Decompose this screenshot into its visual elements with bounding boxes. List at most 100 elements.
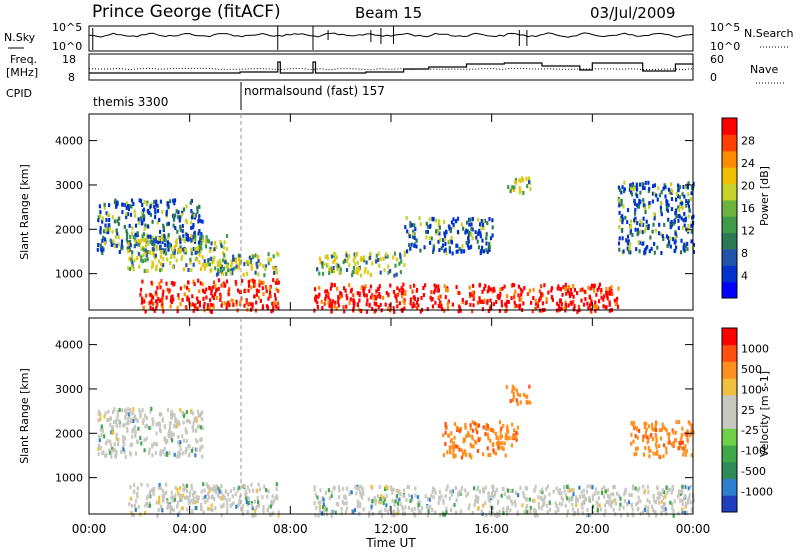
colorbar-swatch [722,118,737,135]
echo-cell [133,424,137,429]
echo-cell [345,259,349,264]
echo-cell [510,488,513,493]
echo-cell [658,428,661,433]
echo-cell [437,228,440,233]
echo-cell [652,222,655,227]
echo-cell [627,500,631,505]
echo-cell [103,202,106,207]
echo-cell [211,487,214,492]
echo-cell [469,426,472,431]
echo-cell [177,512,180,517]
echo-cell [194,234,197,239]
echo-cell [514,503,517,508]
echo-cell [661,488,664,493]
echo-cell [126,246,129,251]
echo-cell [528,176,531,181]
echo-cell [380,500,383,505]
echo-cell [272,305,275,310]
echo-cell [472,294,475,299]
echo-cell [656,451,659,456]
echo-cell [128,256,131,261]
echo-cell [174,485,177,490]
echo-cell [469,442,472,447]
echo-cell [471,309,474,314]
echo-cell [691,215,694,220]
echo-cell [142,217,146,222]
echo-cell [506,299,509,304]
echo-cell [373,496,376,501]
echo-cell [515,180,518,185]
echo-cell [417,506,420,511]
echo-cell [164,425,167,430]
echo-cell [220,490,223,495]
echo-cell [204,263,207,268]
echo-cell [113,244,116,249]
echo-cell [147,301,151,306]
echo-cell [187,496,190,501]
echo-cell [148,249,151,254]
echo-cell [200,246,203,251]
echo-cell [488,242,491,247]
echo-cell [99,210,102,215]
echo-cell [611,291,614,296]
echo-cell [673,240,676,245]
echo-cell [345,304,348,309]
echo-cell [459,491,462,496]
echo-cell [155,442,158,447]
echo-cell [472,303,475,308]
echo-cell [591,494,594,498]
echo-cell [265,488,268,493]
echo-cell [221,283,224,288]
echo-cell [198,240,201,245]
echo-cell [415,244,418,249]
echo-cell [358,291,361,296]
echo-cell [237,485,240,490]
echo-cell [232,257,235,262]
echo-cell [660,209,663,214]
echo-cell [620,215,623,220]
echo-cell [591,485,594,490]
echo-cell [519,303,522,308]
echo-cell [478,436,482,441]
echo-cell [511,488,514,493]
echo-cell [182,414,185,419]
echo-cell [134,232,137,237]
echo-cell [500,299,503,304]
echo-cell [565,291,568,296]
echo-cell [575,495,578,500]
echo-cell [576,309,579,314]
echo-cell [358,489,361,494]
echo-cell [353,302,356,307]
echo-cell [110,449,113,454]
echo-cell [146,257,149,262]
echo-cell [275,482,278,487]
echo-cell [680,238,683,243]
echo-cell [145,293,148,298]
echo-cell [269,294,272,299]
echo-cell [195,250,198,255]
echo-cell [396,286,399,291]
echo-cell [443,512,446,517]
echo-cell [241,484,244,489]
echo-cell [400,259,403,264]
echo-cell [141,203,144,207]
echo-cell [230,260,233,265]
echo-cell [687,192,690,197]
echo-cell [608,308,611,313]
echo-cell [430,236,433,241]
echo-cell [645,427,648,432]
echo-cell [338,488,341,493]
echo-cell [648,513,651,518]
echo-cell [631,422,634,427]
echo-cell [247,279,250,284]
echo-cell [190,408,193,413]
echo-cell [616,491,619,496]
echo-cell [152,492,155,497]
echo-cell [238,262,241,267]
echo-cell [668,440,671,445]
echo-cell [270,309,273,314]
echo-cell [588,294,591,299]
echo-cell [338,271,341,276]
echo-cell [157,297,160,302]
echo-cell [191,425,194,429]
